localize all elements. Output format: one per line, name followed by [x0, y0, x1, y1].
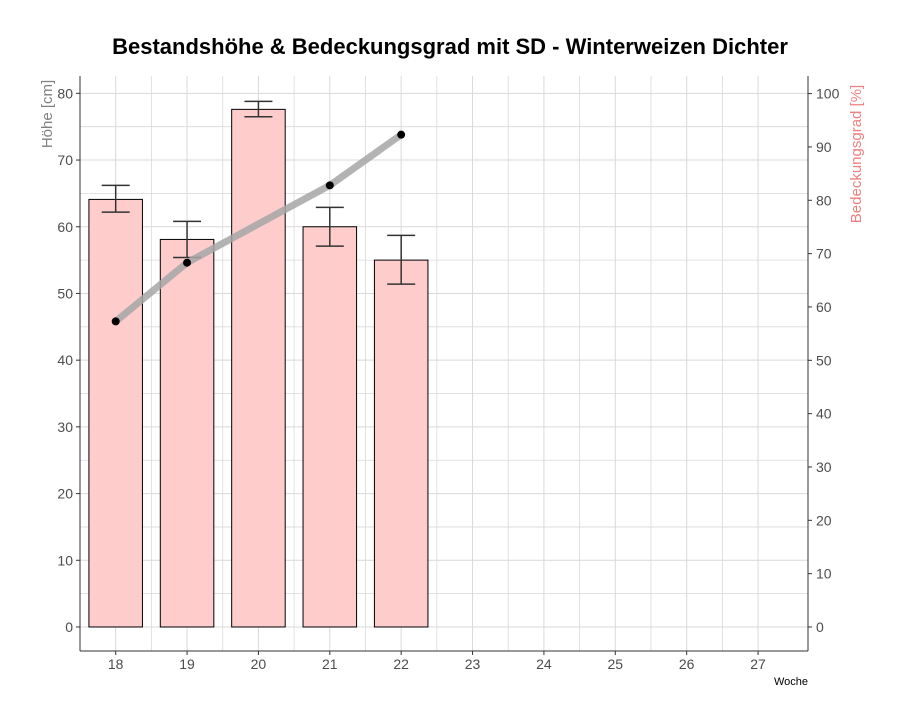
bar-week-20 — [231, 108, 286, 628]
x-tick-label: 20 — [251, 656, 267, 672]
bar-week-22 — [373, 259, 429, 628]
x-tick-label: 25 — [608, 656, 624, 672]
tick-labels: 0 10 20 30 40 50 60 70 80 0 10 20 30 40 50 60 70 80 90 100 1… — [57, 85, 839, 672]
y-tick-label-right: 50 — [816, 352, 832, 368]
bar-week-21 — [302, 226, 358, 628]
y-tick-label-right: 30 — [816, 459, 832, 475]
y-tick-label-right: 40 — [816, 406, 832, 422]
y-tick-label-left: 40 — [57, 352, 73, 368]
coverage-line-series — [111, 130, 406, 326]
x-tick-label: 27 — [750, 656, 766, 672]
x-axis-title: Woche — [774, 676, 808, 688]
y-tick-label-left: 20 — [57, 486, 73, 502]
y-tick-label-left: 10 — [57, 552, 73, 568]
x-tick-label: 19 — [179, 656, 195, 672]
y-tick-label-right: 70 — [816, 246, 832, 262]
y-tick-label-left: 60 — [57, 219, 73, 235]
y-tick-label-right: 10 — [816, 566, 832, 582]
chart-title: Bestandshöhe & Bedeckungsgrad mit SD - W… — [112, 34, 788, 59]
y-tick-label-right: 90 — [816, 139, 832, 155]
y-tick-label-right: 60 — [816, 299, 832, 315]
axes — [76, 76, 812, 655]
x-tick-label: 24 — [536, 656, 552, 672]
coverage-point-week-22 — [397, 130, 406, 139]
y-tick-label-left: 80 — [57, 85, 73, 101]
bar-week-18 — [88, 198, 143, 628]
coverage-point-week-19 — [183, 258, 192, 267]
x-tick-label: 22 — [393, 656, 409, 672]
x-tick-label: 23 — [465, 656, 481, 672]
y-tick-label-left: 70 — [57, 152, 73, 168]
x-tick-label: 26 — [679, 656, 695, 672]
y-tick-label-left: 50 — [57, 285, 73, 301]
coverage-line — [112, 131, 405, 325]
y-tick-label-right: 20 — [816, 512, 832, 528]
coverage-point-week-21 — [325, 181, 334, 190]
y-axis-title-right: Bedeckungsgrad [%] — [848, 85, 865, 223]
y-tick-label-right: 0 — [816, 619, 824, 635]
bar-week-19 — [159, 238, 215, 628]
y-axis-title-left: Höhe [cm] — [39, 80, 56, 148]
coverage-point-week-18 — [111, 317, 120, 326]
x-tick-label: 18 — [108, 656, 124, 672]
y-tick-label-right: 80 — [816, 192, 832, 208]
bars — [88, 100, 429, 628]
y-tick-label-left: 30 — [57, 419, 73, 435]
y-tick-label-left: 0 — [65, 619, 73, 635]
x-tick-label: 21 — [322, 656, 338, 672]
y-tick-label-right: 100 — [816, 86, 840, 102]
